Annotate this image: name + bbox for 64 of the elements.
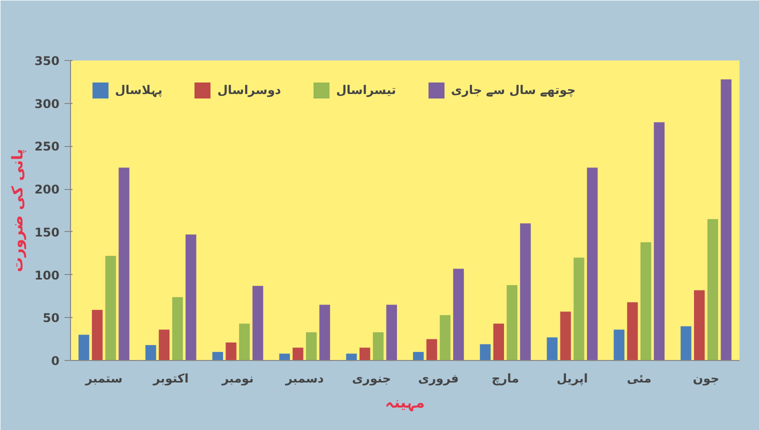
legend-label: چوتھے سال سے جاری [450,83,576,97]
bar [239,324,250,360]
y-tick-label: 300 [34,96,60,111]
bar [520,223,531,360]
bar [386,304,397,360]
bar [319,304,330,360]
bar [546,337,558,360]
x-axis-title: مہینہ [385,394,425,412]
bar [78,334,90,360]
bar [279,354,290,360]
bar [360,348,370,360]
y-tick-label: 100 [34,268,60,282]
bar [574,258,584,360]
x-tick-label: جون [692,372,720,386]
bar [145,345,156,360]
bar [707,219,718,360]
x-tick-label: جنوری [352,372,392,386]
bar [292,348,304,360]
bar [226,342,236,360]
y-tick-label: 50 [42,311,60,326]
legend-label: تیسراسال [336,83,396,97]
x-tick-label: نومبر [220,372,254,386]
x-tick-label: دسمبر [284,372,324,386]
legend-label: دوسراسال [217,83,282,97]
bar [627,302,638,360]
bar [680,326,692,360]
x-tick-label: مئی [626,372,652,386]
x-tick-label: فروری [418,372,459,386]
bar [614,330,624,360]
bar [586,168,598,360]
x-tick-label: اکتوبر [152,372,189,386]
bar [372,332,384,360]
legend-label: پہلاسال [115,83,162,97]
bar [252,286,264,360]
bar [426,339,438,360]
y-axis-title: پانی کی ضرورت [8,148,26,272]
bar [453,268,464,360]
bar [92,310,103,360]
bar [493,324,504,360]
bar [560,312,571,360]
x-tick-label: ستمبر [84,372,123,386]
bar [172,297,183,360]
bar [654,122,665,360]
y-tick-label: 350 [34,54,60,68]
bar [480,344,491,360]
bar [118,168,130,360]
bar [506,285,518,360]
y-tick-label: 200 [34,182,60,197]
x-tick-label: مارچ [492,372,520,386]
bar [158,330,170,360]
bar [640,242,652,360]
y-tick-label: 250 [34,140,60,154]
y-tick-label: 150 [34,225,60,240]
bar [212,352,224,360]
bar [186,234,196,360]
bar [440,315,450,360]
bar [413,352,424,360]
y-tick-label: 0 [51,354,60,368]
bar [720,79,732,360]
bar [694,290,705,360]
bar [346,354,357,360]
x-tick-label: اپریل [556,372,588,386]
bar [306,332,317,360]
bar [105,256,116,360]
